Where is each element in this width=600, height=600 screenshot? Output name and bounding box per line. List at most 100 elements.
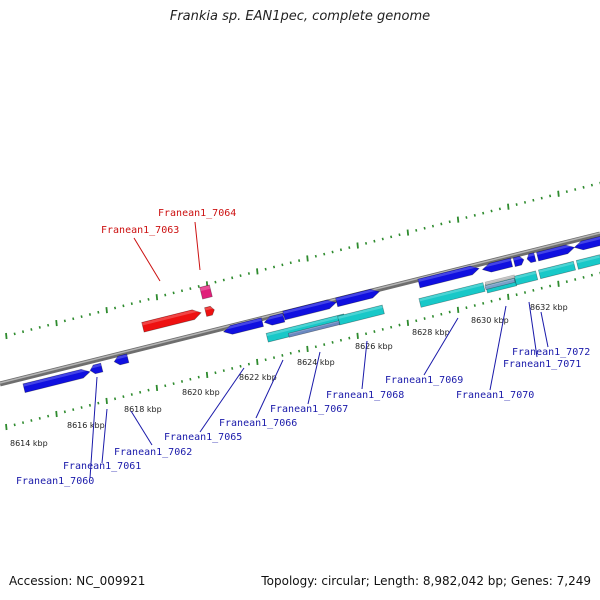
upper-row-tick: [423, 226, 426, 230]
gene-7070-shape: [481, 257, 514, 273]
upper-row-tick: [272, 265, 276, 269]
upper-row-tick: [515, 203, 518, 206]
gene-7062-shape: [113, 353, 130, 366]
gene-7066-shine: [263, 313, 284, 321]
upper-row-tick: [456, 216, 460, 223]
gene-7064-shine: [199, 285, 211, 292]
cds-7071-shape: [538, 260, 576, 280]
lower-row-tick: [523, 291, 527, 294]
upper-row-tick: [13, 332, 16, 336]
lower-row-tick: [298, 349, 301, 353]
upper-row-tick: [557, 190, 560, 197]
gene-label-3: Franean1_7063: [101, 225, 179, 236]
cds-7069-shape: [418, 282, 486, 308]
lower-row-tick: [398, 323, 401, 327]
tick-label-4: 8622 kbp: [239, 373, 277, 382]
overlay-7067-shine: [288, 320, 340, 335]
lower-row-tick: [323, 343, 326, 346]
upper-row-tick: [239, 274, 242, 278]
gene-7065-shine: [223, 318, 263, 331]
upper-row-tick: [565, 190, 568, 194]
lower-row-tick: [122, 395, 125, 399]
lower-row-tick: [155, 384, 159, 392]
upper-row-tick: [264, 267, 267, 271]
lower-row-tick: [540, 286, 543, 290]
tick-label-9: 8632 kbp: [530, 303, 568, 312]
gene-7063-shape: [141, 309, 202, 333]
lower-row-tick: [390, 325, 393, 329]
leader-6: [255, 359, 284, 419]
cds-7072: [575, 254, 600, 270]
lower-row-tick: [72, 408, 75, 412]
gene-7068-shine: [335, 289, 379, 301]
upper-row-tick: [440, 222, 443, 226]
gene-7064: [199, 284, 213, 300]
lower-row-tick: [574, 278, 577, 281]
lower-row-tick: [272, 356, 276, 359]
lower-row-tick: [164, 384, 167, 388]
gene-7072b-shape: [573, 235, 600, 251]
lower-row-tick: [88, 403, 92, 407]
leader-4: [194, 221, 201, 271]
gene-7060-shine: [23, 369, 90, 387]
gene-7063: [141, 309, 202, 333]
upper-row-tick: [180, 289, 184, 293]
gene-7060: [22, 368, 91, 394]
lower-row-tick: [306, 345, 309, 353]
overlay-7070-light: [484, 274, 516, 286]
upper-row-tick: [473, 213, 476, 217]
gene-7069-shine: [417, 266, 479, 282]
gene-7072b-shine: [574, 236, 600, 246]
lower-row-tick: [21, 421, 25, 425]
upper-row-tick: [314, 254, 317, 258]
gene-7065-shape: [222, 317, 264, 335]
upper-row-tick: [498, 207, 501, 211]
lower-row-tick: [247, 362, 250, 366]
lower-row-tick: [490, 299, 493, 303]
upper-row-tick: [381, 237, 384, 241]
upper-row-tick: [415, 229, 418, 232]
lower-row-tick: [256, 358, 259, 366]
gene-label-2: Franean1_7062: [114, 447, 192, 458]
leader-11: [528, 301, 538, 358]
upper-row-tick: [88, 313, 92, 316]
gene-7067: [282, 299, 337, 321]
tick-label-5: 8624 kbp: [297, 358, 335, 367]
upper-row-tick: [523, 201, 527, 204]
cds-7070b-shine: [514, 271, 537, 280]
gene-7064b-shape: [204, 305, 215, 317]
tick-label-6: 8626 kbp: [355, 342, 393, 351]
gene-label-8: Franean1_7068: [326, 390, 404, 401]
lower-row-tick: [590, 273, 594, 277]
gene-7062: [113, 353, 130, 366]
leader-5: [199, 367, 245, 433]
label-leaders: [89, 221, 549, 479]
lower-row-tick: [314, 345, 317, 349]
upper-row-tick: [582, 185, 585, 189]
gene-7061-shape: [89, 362, 104, 375]
lower-row-tick: [415, 319, 418, 323]
overlay-7070-shape: [484, 277, 516, 291]
gene-7062-shine: [113, 354, 128, 361]
overlay-7070-light-shape: [484, 274, 516, 286]
gene-7071-shine: [526, 253, 535, 258]
leader-8: [361, 340, 368, 390]
gene-7068: [335, 288, 381, 308]
lower-row-tick: [557, 280, 560, 287]
tick-label-7: 8628 kbp: [412, 328, 450, 337]
gene-7067-shine: [282, 300, 336, 314]
upper-row-tick: [197, 285, 200, 288]
leader-1: [101, 408, 108, 464]
lower-row-tick: [105, 397, 108, 405]
lower-row-tick: [47, 414, 50, 418]
lower-row-tick: [473, 304, 476, 307]
overlay-7070: [484, 277, 516, 291]
upper-row-tick: [532, 198, 535, 202]
upper-row-tick: [364, 241, 368, 245]
lower-row-tick: [189, 377, 192, 381]
gene-7064-shape: [199, 284, 213, 300]
upper-row-tick: [348, 246, 351, 250]
gene-label-7: Franean1_7067: [270, 404, 348, 415]
lower-row-tick: [431, 314, 435, 318]
gene-7060-shape: [22, 368, 91, 394]
